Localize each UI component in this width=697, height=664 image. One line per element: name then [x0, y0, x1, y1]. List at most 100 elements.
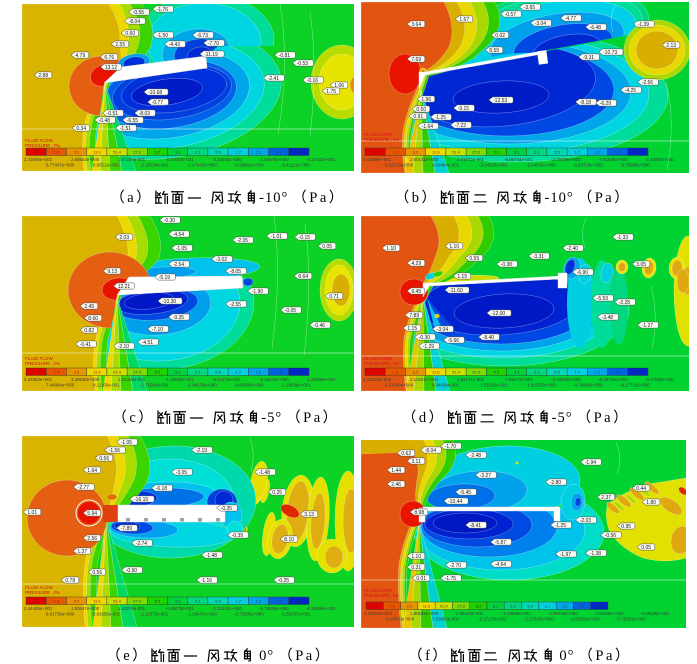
svg-text:-2.40: -2.40 [567, 246, 579, 252]
svg-text:0.02: 0.02 [495, 33, 505, 39]
svg-text:-4.25: -4.25 [625, 88, 637, 94]
svg-text:1.7: 1.7 [236, 150, 242, 155]
svg-text:-0.30: -0.30 [164, 218, 176, 224]
svg-text:2.03: 2.03 [119, 235, 129, 241]
svg-text:5.5: 5.5 [215, 150, 221, 155]
svg-text:1.15: 1.15 [457, 274, 467, 280]
svg-text:-2.11975e-001: -2.11975e-001 [140, 611, 169, 616]
svg-text:1.10: 1.10 [449, 244, 459, 250]
svg-text:5.94: 5.94 [87, 511, 97, 517]
svg-text:-4.09185e+001: -4.09185e+001 [640, 611, 670, 616]
svg-text:5.2: 5.2 [494, 150, 500, 155]
svg-text:-1.29530e-001: -1.29530e-001 [165, 377, 194, 382]
svg-text:1.06: 1.06 [334, 83, 344, 89]
svg-text:5.7: 5.7 [296, 599, 302, 604]
svg-text:27.2: 27.2 [472, 370, 481, 375]
svg-text:-8.05: -8.05 [230, 269, 242, 275]
svg-text:-0.39: -0.39 [232, 533, 244, 539]
svg-text:3.1: 3.1 [175, 150, 181, 155]
svg-text:-1.38: -1.38 [590, 551, 602, 557]
svg-text:-1.76: -1.76 [157, 7, 169, 13]
svg-text:-1.27026e+000: -1.27026e+000 [524, 616, 554, 621]
svg-text:3.1: 3.1 [175, 599, 181, 604]
svg-text:1.93547e+000: 1.93547e+000 [71, 606, 100, 611]
svg-text:2.44853e+001: 2.44853e+001 [24, 377, 53, 382]
svg-text:-2.03: -2.03 [580, 518, 592, 524]
svg-text:1.01303e-001: 1.01303e-001 [118, 377, 146, 382]
svg-text:-1.01: -1.01 [271, 234, 283, 240]
svg-text:0.4: 0.4 [33, 370, 39, 375]
svg-text:-5.53: -5.53 [597, 296, 609, 302]
svg-text:1.57226e-001: 1.57226e-001 [118, 157, 146, 162]
svg-text:PRESSURE , Pa: PRESSURE , Pa [25, 361, 60, 366]
svg-text:5.7: 5.7 [597, 604, 603, 609]
svg-text:-0.48: -0.48 [99, 118, 111, 124]
svg-text:-0.55: -0.55 [133, 10, 145, 16]
svg-text:-4.35075e-001: -4.35075e-001 [165, 606, 194, 611]
svg-text:FLUID FLOW: FLUID FLOW [364, 132, 392, 137]
svg-text:3.2: 3.2 [74, 370, 80, 375]
svg-text:11.9: 11.9 [93, 370, 101, 375]
svg-text:-4.84685e+000: -4.84685e+000 [594, 611, 624, 616]
svg-text:9.39494e-001: 9.39494e-001 [432, 162, 460, 167]
svg-text:-9.31: -9.31 [583, 55, 595, 61]
svg-text:0.4: 0.4 [372, 604, 378, 609]
svg-text:2.1: 2.1 [534, 370, 540, 375]
svg-text:-1.75064e-001: -1.75064e-001 [140, 382, 169, 387]
svg-text:-5.45: -5.45 [460, 490, 472, 496]
svg-text:-0.05: -0.05 [285, 308, 297, 314]
svg-text:-8.17716e+000: -8.17716e+000 [620, 382, 650, 387]
svg-text:2.1: 2.1 [195, 370, 201, 375]
svg-text:-5.28056e+001: -5.28056e+001 [306, 606, 336, 611]
svg-text:-1.48: -1.48 [206, 553, 218, 559]
svg-text:-6.48: -6.48 [590, 25, 602, 31]
svg-text:1.7: 1.7 [579, 604, 585, 609]
svg-text:-6.98981e+000: -6.98981e+000 [234, 162, 264, 167]
svg-text:-0.57: -0.57 [505, 12, 517, 18]
svg-text:5.7: 5.7 [296, 150, 302, 155]
svg-text:4.79: 4.79 [75, 53, 85, 59]
svg-text:-0.30: -0.30 [419, 335, 431, 341]
svg-text:5.5: 5.5 [215, 599, 221, 604]
svg-text:-2.55: -2.55 [230, 302, 242, 308]
svg-text:-1.86337e+001: -1.86337e+001 [281, 611, 311, 616]
svg-text:-1.51: -1.51 [120, 126, 132, 132]
svg-text:-10.30: -10.30 [162, 299, 176, 305]
svg-text:0.4: 0.4 [33, 599, 39, 604]
svg-text:PRESSURE , Pa: PRESSURE , Pa [25, 143, 60, 148]
svg-text:9.01736e+000: 9.01736e+000 [46, 611, 75, 616]
svg-text:-1.25: -1.25 [555, 523, 567, 529]
svg-text:-12.00: -12.00 [491, 311, 505, 317]
svg-text:2.22215e+001: 2.22215e+001 [363, 377, 392, 382]
svg-text:0.05: 0.05 [641, 545, 651, 551]
svg-text:-8.51873e-001: -8.51873e-001 [212, 377, 241, 382]
svg-text:11.9: 11.9 [93, 599, 101, 604]
svg-text:11.9: 11.9 [93, 150, 101, 155]
svg-text:1.01: 1.01 [27, 510, 37, 516]
svg-text:-1.91029e+000: -1.91029e+000 [548, 611, 578, 616]
svg-text:-9.35: -9.35 [173, 315, 185, 321]
svg-text:11.9: 11.9 [432, 150, 440, 155]
svg-text:-3.02: -3.02 [216, 257, 228, 263]
svg-text:-4.43: -4.43 [169, 42, 181, 48]
svg-text:2.1: 2.1 [195, 599, 201, 604]
svg-text:51.4: 51.4 [113, 370, 122, 375]
svg-text:8.59: 8.59 [489, 48, 499, 54]
svg-text:0.91: 0.91 [413, 114, 423, 120]
svg-text:-5.04170e+000: -5.04170e+000 [187, 382, 217, 387]
svg-text:-7.89: -7.89 [121, 526, 133, 532]
svg-text:0.56: 0.56 [92, 570, 102, 576]
svg-text:FLUID FLOW: FLUID FLOW [25, 356, 53, 361]
svg-text:1.2: 1.2 [562, 604, 568, 609]
svg-text:-2.70: -2.70 [450, 563, 462, 569]
svg-text:1.3: 1.3 [54, 599, 60, 604]
svg-text:-8.41: -8.41 [470, 523, 482, 529]
svg-text:1.15: 1.15 [407, 326, 417, 332]
svg-text:-1.56: -1.56 [109, 448, 121, 454]
svg-text:-1.27: -1.27 [642, 323, 654, 329]
svg-text:5.7: 5.7 [635, 370, 641, 375]
svg-text:-1.05: -1.05 [121, 440, 133, 446]
svg-text:1.37: 1.37 [77, 549, 87, 555]
svg-text:-11.19: -11.19 [204, 52, 218, 58]
svg-text:-1.33: -1.33 [617, 235, 629, 241]
